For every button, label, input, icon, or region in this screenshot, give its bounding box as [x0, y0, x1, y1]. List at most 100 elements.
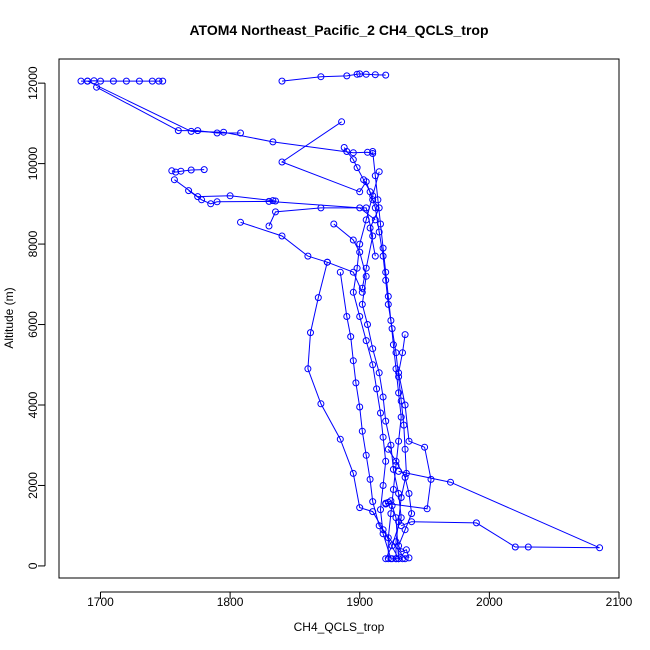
- data-point: [397, 413, 405, 421]
- data-point: [356, 70, 364, 78]
- series-line-6: [174, 179, 276, 202]
- data-point: [265, 197, 273, 205]
- data-point: [349, 469, 357, 477]
- y-tick-label: 8000: [26, 230, 40, 257]
- y-tick-label: 6000: [26, 311, 40, 338]
- data-point: [395, 373, 403, 381]
- data-point: [362, 264, 370, 272]
- data-point: [375, 168, 383, 176]
- data-point: [168, 167, 176, 175]
- data-point: [97, 77, 104, 85]
- data-point: [349, 268, 357, 276]
- data-point: [364, 148, 371, 156]
- series-line-4: [280, 121, 380, 257]
- x-tick-label: 1900: [346, 595, 373, 609]
- data-point: [343, 313, 351, 320]
- data-point: [213, 129, 221, 137]
- data-point: [397, 397, 405, 405]
- data-point: [375, 369, 383, 377]
- data-point: [278, 77, 286, 85]
- data-point: [384, 534, 392, 542]
- data-point: [353, 70, 361, 78]
- data-point: [272, 197, 279, 205]
- data-point: [155, 77, 163, 85]
- y-axis: 0 2000 4000 6000 8000 10000 12000: [26, 66, 46, 569]
- data-point: [382, 71, 390, 79]
- data-point: [84, 77, 91, 85]
- data-point: [304, 365, 312, 373]
- data-point: [423, 505, 431, 513]
- data-point: [392, 461, 400, 469]
- data-point: [317, 400, 325, 408]
- data-point: [375, 204, 383, 212]
- data-point: [388, 555, 396, 563]
- data-point: [397, 494, 405, 501]
- data-point: [174, 127, 182, 135]
- data-point: [379, 252, 387, 260]
- data-point: [382, 268, 390, 276]
- data-point: [384, 292, 392, 300]
- data-point: [382, 276, 390, 284]
- series-line-2: [96, 86, 241, 134]
- data-point: [362, 272, 370, 280]
- data-point: [382, 457, 390, 465]
- data-point: [369, 150, 377, 157]
- data-point: [375, 522, 383, 530]
- data-point: [159, 77, 167, 85]
- data-point: [405, 437, 413, 445]
- data-point: [369, 498, 377, 506]
- data-point: [408, 518, 416, 526]
- data-point: [472, 519, 480, 527]
- data-point: [330, 220, 338, 228]
- x-axis-label: CH4_QCLS_trop: [294, 620, 385, 634]
- data-point: [379, 244, 387, 252]
- data-point: [362, 337, 370, 345]
- data-point: [371, 204, 379, 212]
- series-line-14: [307, 262, 400, 559]
- data-point: [356, 248, 364, 256]
- data-point: [278, 158, 286, 166]
- chart-title: ATOM4 Northeast_Pacific_2 CH4_QCLS_trop: [189, 22, 488, 38]
- x-tick-label: 1700: [87, 595, 114, 609]
- data-point: [226, 192, 234, 200]
- data-point: [384, 445, 392, 453]
- data-point: [384, 300, 392, 308]
- data-point: [405, 554, 413, 562]
- data-point: [379, 393, 387, 401]
- data-point: [200, 166, 208, 174]
- data-point: [511, 543, 519, 551]
- data-point: [307, 329, 314, 337]
- data-point: [362, 451, 370, 459]
- data-point: [187, 127, 195, 135]
- data-point: [356, 504, 364, 512]
- data-point: [207, 200, 215, 208]
- data-point: [347, 333, 355, 341]
- data-point: [135, 77, 143, 85]
- data-point: [400, 421, 408, 429]
- data-point: [379, 530, 387, 538]
- data-point: [373, 385, 381, 393]
- data-point: [377, 506, 384, 514]
- data-point: [401, 473, 409, 481]
- data-point: [369, 232, 377, 240]
- data-point: [349, 288, 357, 296]
- y-tick-label: 0: [26, 562, 40, 569]
- data-point: [387, 510, 395, 518]
- data-point: [278, 232, 286, 240]
- data-point: [369, 196, 377, 204]
- series-line-17: [398, 470, 600, 549]
- data-point: [269, 197, 277, 205]
- data-point: [356, 240, 364, 248]
- data-point: [397, 522, 405, 530]
- data-point: [317, 73, 325, 81]
- data-point: [388, 502, 396, 510]
- data-point: [265, 222, 273, 230]
- data-point: [122, 77, 130, 85]
- data-point: [170, 176, 178, 184]
- data-point: [366, 224, 374, 232]
- data-point: [356, 313, 364, 320]
- data-point: [353, 164, 361, 172]
- data-point: [401, 401, 409, 409]
- data-point: [395, 542, 403, 550]
- data-point: [371, 71, 379, 79]
